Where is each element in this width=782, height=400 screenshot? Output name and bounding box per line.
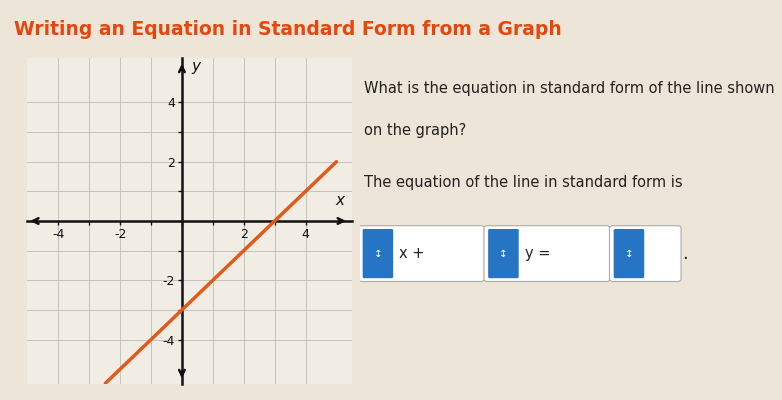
- Text: on the graph?: on the graph?: [364, 123, 466, 138]
- Text: x +: x +: [399, 246, 425, 261]
- Text: x: x: [335, 193, 344, 208]
- Text: What is the equation in standard form of the line shown: What is the equation in standard form of…: [364, 81, 774, 96]
- Text: ↕: ↕: [625, 248, 633, 258]
- FancyBboxPatch shape: [488, 229, 518, 278]
- FancyBboxPatch shape: [363, 229, 393, 278]
- FancyBboxPatch shape: [614, 229, 644, 278]
- Text: ↕: ↕: [374, 248, 382, 258]
- FancyBboxPatch shape: [358, 226, 484, 282]
- Text: The equation of the line in standard form is: The equation of the line in standard for…: [364, 175, 683, 190]
- Text: .: .: [682, 244, 687, 262]
- Text: ↕: ↕: [499, 248, 508, 258]
- Text: y =: y =: [525, 246, 550, 261]
- Text: Writing an Equation in Standard Form from a Graph: Writing an Equation in Standard Form fro…: [14, 20, 561, 39]
- Text: y: y: [191, 59, 200, 74]
- FancyBboxPatch shape: [484, 226, 610, 282]
- FancyBboxPatch shape: [609, 226, 681, 282]
